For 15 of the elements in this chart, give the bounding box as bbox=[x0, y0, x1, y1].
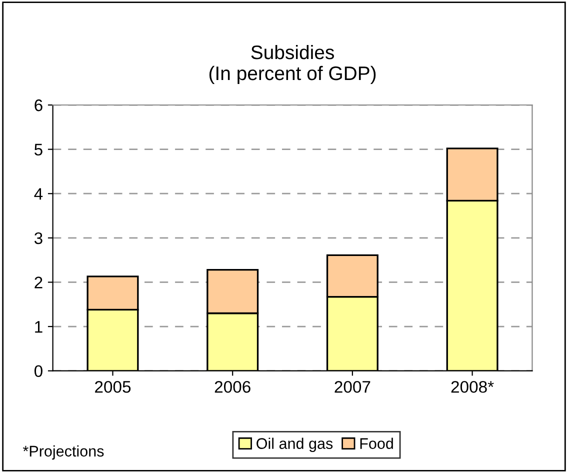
x-tick-label: 2006 bbox=[214, 380, 250, 393]
y-tick-label: 0 bbox=[34, 365, 42, 378]
y-tick-label: 5 bbox=[34, 144, 42, 156]
y-tick-label: 2 bbox=[34, 276, 42, 288]
x-tick-label: 2008* bbox=[451, 380, 494, 393]
y-tick-label: 1 bbox=[35, 321, 42, 333]
y-tick-label: 6 bbox=[34, 99, 42, 112]
text: *Projections bbox=[22, 445, 104, 460]
chart-title: Subsidies (In percent of GDP) bbox=[209, 44, 376, 84]
y-tick-label: 4 bbox=[34, 188, 43, 200]
x-tick-label: 2007 bbox=[334, 380, 370, 393]
legend-label: Oil and gas bbox=[256, 438, 333, 452]
y-tick-label: 3 bbox=[34, 232, 42, 244]
x-tick-label: 2005 bbox=[95, 380, 131, 393]
legend-label: Food bbox=[360, 438, 393, 449]
